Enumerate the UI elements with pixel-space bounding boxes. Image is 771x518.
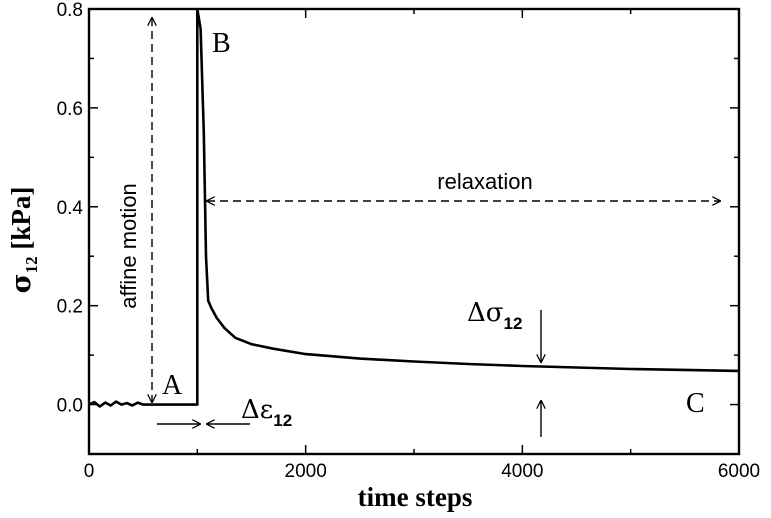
y-tick-label: 0.2 <box>57 297 83 318</box>
plot-frame <box>87 7 741 456</box>
x-axis-label: time steps <box>358 482 473 512</box>
delta-sigma-subscript: 12 <box>504 314 523 333</box>
y-tick-label: 0.4 <box>57 198 84 219</box>
y-tick-label: 0.6 <box>57 99 83 120</box>
delta-eps-subscript: 12 <box>273 411 292 430</box>
x-tick-label: 6000 <box>718 461 760 482</box>
y-tick-label: 0.0 <box>57 396 83 417</box>
y-axis-label: σ12 [kPa] <box>6 187 41 294</box>
y-tick-label: 0.8 <box>57 0 83 21</box>
delta-sigma-label: Δσ12 <box>467 298 522 333</box>
tick-marks <box>88 8 740 455</box>
x-tick-label: 4000 <box>501 461 543 482</box>
y-axis-label-subscript: 12 <box>22 256 41 273</box>
delta-eps-label: Δε12 <box>241 395 292 430</box>
x-tick-label: 2000 <box>285 461 327 482</box>
delta-eps-symbol: Δε <box>241 395 273 425</box>
point-a-label: A <box>162 370 183 401</box>
y-axis-label-symbol: σ <box>6 273 37 293</box>
tick-labels: 0 2000 4000 6000 0.0 0.2 0.4 0.6 0.8 <box>57 0 761 482</box>
point-b-label: B <box>212 28 231 59</box>
x-tick-label: 0 <box>84 461 95 482</box>
point-c-label: C <box>686 388 705 419</box>
y-axis-label-unit: [kPa] <box>6 187 36 257</box>
relaxation-label: relaxation <box>437 169 532 194</box>
stress-series-line <box>88 7 740 408</box>
delta-sigma-symbol: Δσ <box>467 298 504 328</box>
affine-motion-label: affine motion <box>116 183 141 309</box>
